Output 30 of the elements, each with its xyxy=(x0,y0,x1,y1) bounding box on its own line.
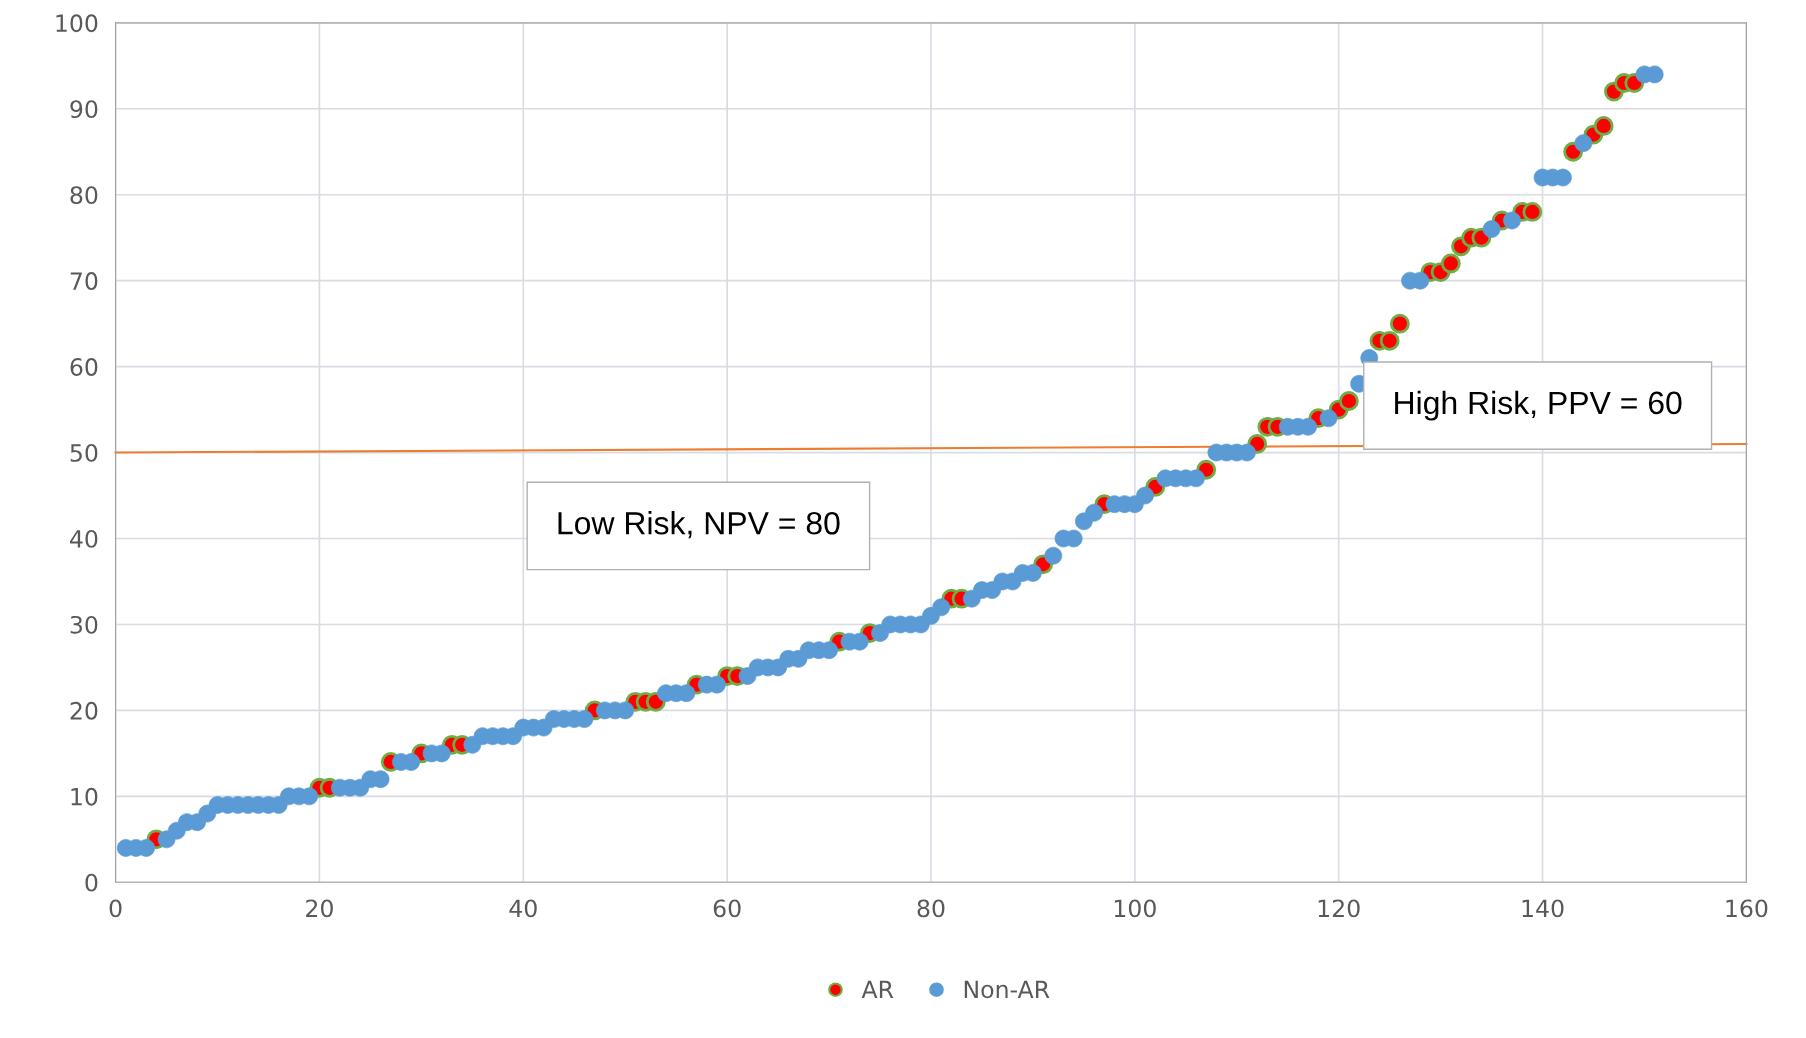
point xyxy=(1593,116,1614,136)
x-tick-label: 80 xyxy=(917,899,945,918)
y-tick-label: 40 xyxy=(70,529,98,548)
y-tick-label: 30 xyxy=(70,615,98,634)
point xyxy=(1440,253,1461,274)
y-tick-label: 10 xyxy=(71,787,98,806)
x-tick-label: 140 xyxy=(1522,899,1564,918)
y-tick-label: 20 xyxy=(70,701,98,720)
x-tick-label: 120 xyxy=(1318,899,1360,918)
y-tick-label: 80 xyxy=(70,186,98,205)
x-tick-label: 40 xyxy=(509,899,537,918)
x-tick-label: 0 xyxy=(109,899,122,918)
y-tick-label: 0 xyxy=(85,873,98,892)
x-tick-label: 160 xyxy=(1726,899,1768,918)
x-tick-label: 20 xyxy=(306,899,333,918)
point xyxy=(1339,391,1359,411)
y-tick-label: 90 xyxy=(70,100,98,119)
x-tick-label: 60 xyxy=(713,899,741,918)
y-tick-label: 100 xyxy=(56,14,98,33)
point xyxy=(1522,202,1543,222)
y-tick-label: 50 xyxy=(70,444,98,462)
point xyxy=(1389,313,1410,334)
annotation: High Risk, PPV = 60 xyxy=(1395,390,1682,421)
legend-label: AR xyxy=(861,980,894,998)
point xyxy=(1379,330,1400,351)
y-tick-label: 60 xyxy=(70,358,98,376)
annotation: Low Risk, NPV = 80 xyxy=(558,511,840,539)
x-tick-label: 100 xyxy=(1114,899,1156,918)
y-tick-label: 70 xyxy=(70,272,98,290)
legend-label: Non-AR xyxy=(964,980,1050,999)
